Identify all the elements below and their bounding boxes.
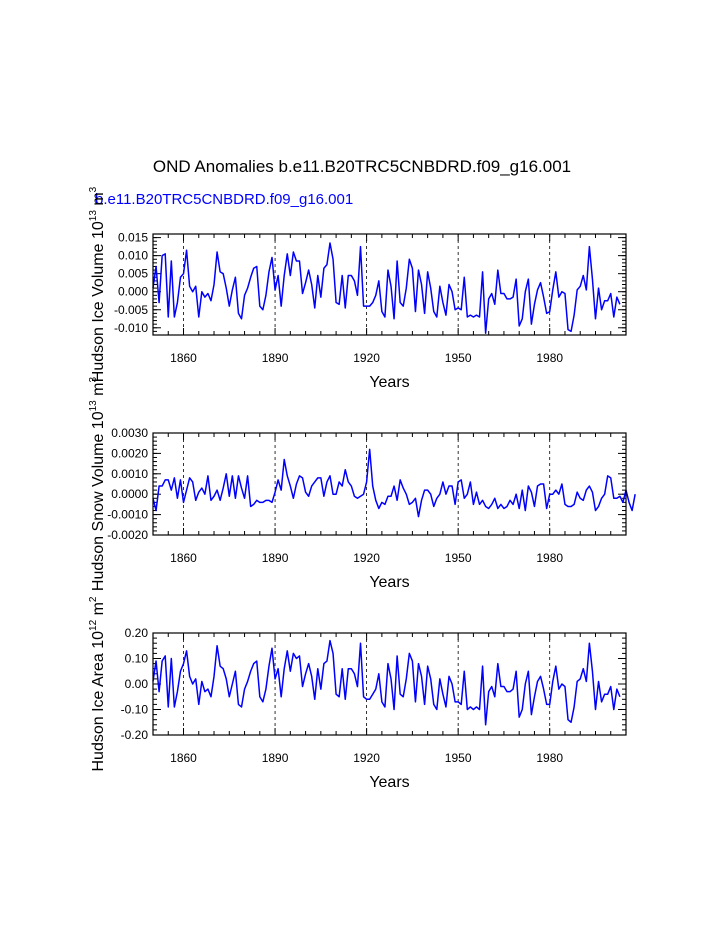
- plot-frame: [152, 632, 627, 736]
- x-tick-label: 1890: [262, 551, 289, 565]
- y-tick-label: 0.015: [118, 231, 148, 245]
- x-tick-label: 1980: [536, 751, 563, 765]
- x-tick-label: 1980: [536, 551, 563, 565]
- x-tick-label: 1860: [170, 351, 197, 365]
- x-tick-label: 1920: [353, 351, 380, 365]
- y-tick-label: -0.0020: [107, 528, 148, 542]
- x-tick-label: 1860: [170, 751, 197, 765]
- y-tick-label: 0.20: [125, 626, 149, 640]
- y-tick-label: 0.0030: [111, 426, 148, 440]
- x-tick-label: 1890: [262, 751, 289, 765]
- x-tick-label: 1920: [353, 551, 380, 565]
- x-tick-label: 1890: [262, 351, 289, 365]
- y-tick-label: 0.010: [118, 249, 148, 263]
- y-tick-label: -0.20: [121, 728, 149, 742]
- x-tick-label: 1860: [170, 551, 197, 565]
- plot-frame: [152, 432, 627, 536]
- plot-frame: [152, 233, 627, 336]
- panel-2: -0.0020 -0.0010 0.0000 0.0010 0.0020 0.0030 18…: [88, 376, 636, 591]
- panel-3: -0.20 -0.10 0.00 0.10 0.20 1860 1890 1920 1950 19…: [88, 596, 627, 791]
- x-tick-label: 1920: [353, 751, 380, 765]
- legend-label: b.e11.B20TRC5CNBDRD.f09_g16.001: [95, 191, 353, 208]
- y-tick-label: 0.005: [118, 267, 148, 281]
- x-tick-label: 1950: [445, 551, 472, 565]
- series-line: [152, 639, 621, 726]
- y-tick-label: -0.0010: [107, 508, 148, 522]
- x-tick-label: 1950: [445, 751, 472, 765]
- y-tick-label: 0.0010: [111, 467, 148, 481]
- panel-1: -0.010 -0.005 0.000 0.005 0.010 0.015 1860 1890…: [88, 186, 627, 391]
- series-line: [152, 242, 621, 334]
- y-tick-label: 0.0000: [111, 487, 148, 501]
- y-tick-label: 0.000: [118, 285, 148, 299]
- figure-title: OND Anomalies b.e11.B20TRC5CNBDRD.f09_g1…: [153, 157, 571, 176]
- y-tick-label: 0.10: [125, 652, 149, 666]
- x-tick-label: 1980: [536, 351, 563, 365]
- x-tick-label: 1950: [445, 351, 472, 365]
- panels: -0.010 -0.005 0.000 0.005 0.010 0.015 1860 1890…: [88, 186, 636, 791]
- y-axis-label: Hudson Snow Volume 1013 m3: [88, 376, 107, 591]
- y-tick-label: -0.005: [114, 303, 148, 317]
- y-tick-label: 0.0020: [111, 446, 148, 460]
- y-axis-label: Hudson Ice Area 1012 m2: [88, 596, 107, 771]
- x-axis-label: Years: [369, 574, 409, 591]
- y-tick-label: 0.00: [125, 677, 149, 691]
- x-axis-label: Years: [369, 774, 409, 791]
- y-tick-label: -0.010: [114, 321, 148, 335]
- y-axis-label: Hudson Ice Volume 1013 m3: [88, 186, 107, 382]
- x-axis-label: Years: [369, 374, 409, 391]
- y-tick-label: -0.10: [121, 703, 149, 717]
- series-line: [152, 448, 636, 518]
